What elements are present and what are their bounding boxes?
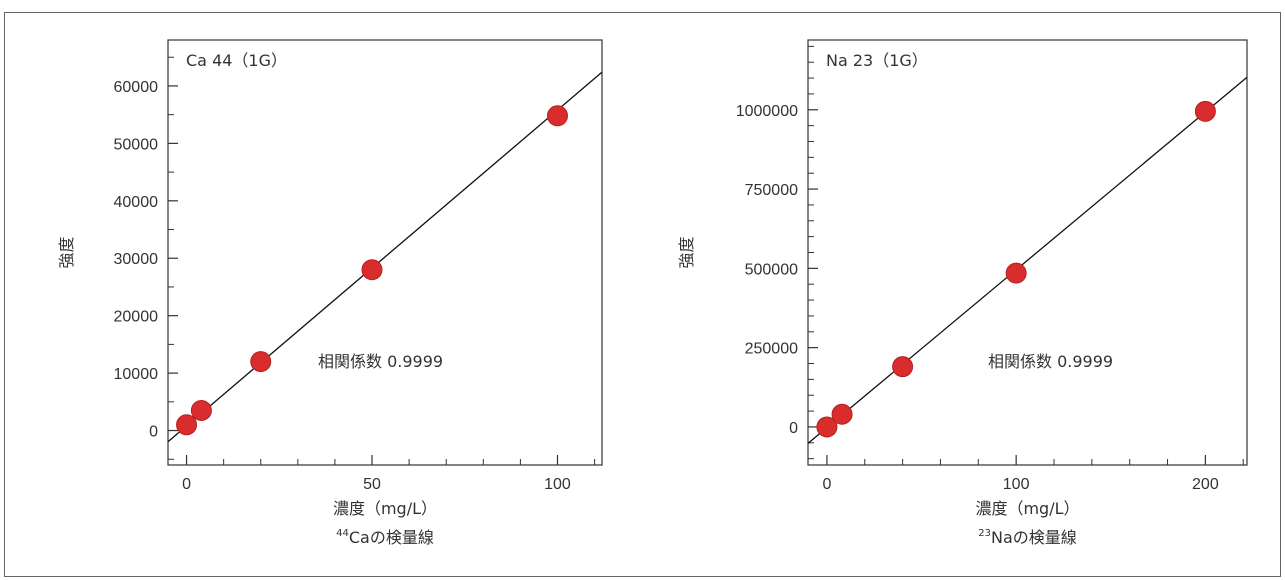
caption-text: Caの検量線 <box>349 528 434 547</box>
data-point <box>831 403 853 425</box>
data-point <box>1194 100 1216 122</box>
panel-label: Ca 44（1G） <box>186 51 287 70</box>
y-tick-label: 750000 <box>745 182 798 199</box>
fit-line <box>808 76 1247 444</box>
data-point <box>176 414 198 436</box>
x-axis-title: 濃度（mg/L） <box>975 499 1079 518</box>
data-point <box>816 416 838 438</box>
data-point <box>892 356 914 378</box>
chart-panel-1: 0 10000 20000 30000 40000 50000 60000 0 50 100 Ca … <box>57 39 603 547</box>
y-tick-label: 0 <box>789 420 798 437</box>
data-point <box>190 399 212 421</box>
fit-line <box>168 71 602 443</box>
data-point <box>361 259 383 281</box>
figure-frame <box>4 12 1281 577</box>
y-axis-title: 強度 <box>57 236 76 268</box>
x-tick-label: 50 <box>363 476 381 493</box>
correlation-annotation: 相関係数 0.9999 <box>318 352 443 371</box>
caption-text: Naの検量線 <box>991 528 1077 547</box>
y-tick-label: 250000 <box>745 341 798 358</box>
data-point <box>250 351 272 373</box>
y-tick-label: 40000 <box>114 194 159 211</box>
y-tick-label: 30000 <box>114 251 159 268</box>
caption-superscript: 44 <box>336 528 349 539</box>
x-tick-label: 0 <box>822 476 831 493</box>
y-tick-label: 50000 <box>114 136 159 153</box>
x-tick-label: 100 <box>1003 476 1030 493</box>
y-tick-label: 20000 <box>114 309 159 326</box>
data-point <box>1005 262 1027 284</box>
correlation-annotation: 相関係数 0.9999 <box>988 352 1113 371</box>
chart-panel-2: 0 250000 500000 750000 1000000 0 100 200 Na 23（1… <box>677 39 1248 547</box>
x-tick-label: 0 <box>182 476 191 493</box>
x-tick-label: 200 <box>1192 476 1219 493</box>
plot-area <box>807 39 1248 466</box>
chart-caption: 23Naの検量線 <box>978 528 1077 547</box>
y-tick-label: 1000000 <box>736 103 798 120</box>
caption-superscript: 23 <box>978 528 991 539</box>
y-tick-label: 500000 <box>745 261 798 278</box>
y-tick-label: 0 <box>149 424 158 441</box>
y-tick-label: 60000 <box>114 79 159 96</box>
x-tick-label: 100 <box>544 476 571 493</box>
y-axis-title: 強度 <box>677 236 696 268</box>
data-point <box>546 105 568 127</box>
plot-area <box>167 39 603 466</box>
x-axis-title: 濃度（mg/L） <box>333 499 437 518</box>
panel-label: Na 23（1G） <box>826 51 928 70</box>
y-tick-label: 10000 <box>114 366 159 383</box>
chart-caption: 44Caの検量線 <box>336 528 434 547</box>
